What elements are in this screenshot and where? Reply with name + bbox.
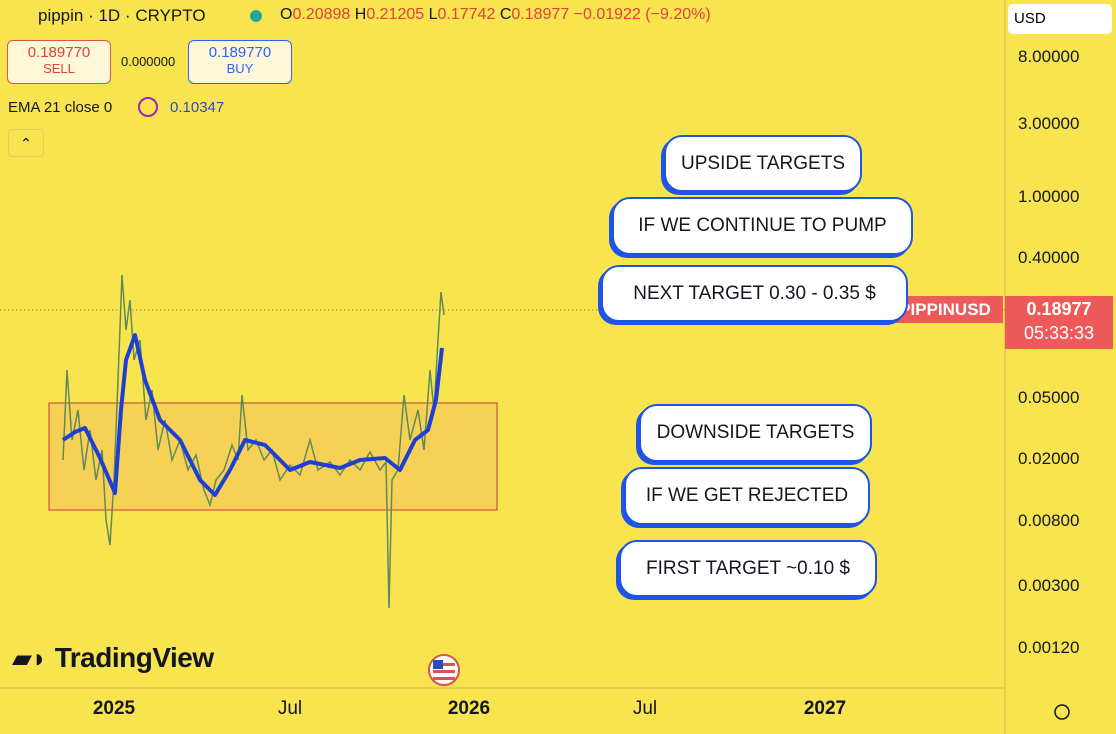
spread: 0.000000 xyxy=(121,54,176,69)
countdown: 05:33:33 xyxy=(1023,323,1095,343)
note: FIRST TARGET ~0.10 $ xyxy=(619,540,877,597)
label: H xyxy=(354,6,367,23)
sell-label: SELL xyxy=(43,61,75,76)
note: NEXT TARGET 0.30 - 0.35 $ xyxy=(601,265,908,322)
ohlc: O0.20898 H0.21205 L0.17742 C0.18977 −0.0… xyxy=(280,6,711,24)
time-axis-label: 2025 xyxy=(92,698,136,719)
close: 0.18977 xyxy=(511,6,570,23)
low: 0.17742 xyxy=(437,6,496,23)
note: IF WE GET REJECTED xyxy=(624,467,870,525)
price-axis-label: 0.00120 xyxy=(1018,638,1080,657)
buy-label: BUY xyxy=(226,61,254,76)
last-price: 0.18977 xyxy=(1026,299,1092,319)
label: O xyxy=(280,6,293,23)
indicator-name[interactable]: EMA 21 close 0 xyxy=(8,99,113,116)
label: L xyxy=(428,6,438,23)
time-axis-label: Jul xyxy=(277,698,303,719)
collapse-button[interactable]: ⌃ xyxy=(8,129,44,157)
currency-select[interactable]: USD xyxy=(1008,4,1112,34)
change: −0.01922 (−9.20%) xyxy=(573,6,711,23)
buy-price: 0.189770 xyxy=(208,44,272,61)
open: 0.20898 xyxy=(292,6,351,23)
price-tag: 0.18977 05:33:33 xyxy=(1005,296,1113,349)
price-axis-label: 1.00000 xyxy=(1018,187,1080,206)
buy-button[interactable]: 0.189770 BUY xyxy=(188,40,292,84)
note: IF WE CONTINUE TO PUMP xyxy=(612,197,913,255)
sell-price: 0.189770 xyxy=(27,44,91,61)
time-axis-label: 2027 xyxy=(803,698,847,719)
symbol[interactable]: pippin · 1D · CRYPTO xyxy=(38,6,206,25)
logo-text: TradingView xyxy=(54,642,214,673)
flag-icon xyxy=(428,654,460,686)
price-axis-label: 3.00000 xyxy=(1018,114,1080,133)
logo[interactable]: ▰◗ TradingView xyxy=(12,642,214,674)
note: UPSIDE TARGETS xyxy=(664,135,862,192)
price-axis-label: 0.00300 xyxy=(1018,576,1080,595)
indicator-icon[interactable] xyxy=(138,97,158,117)
sell-button[interactable]: 0.189770 SELL xyxy=(7,40,111,84)
price-axis-label: 0.05000 xyxy=(1018,388,1080,407)
indicator-value: 0.10347 xyxy=(170,99,225,116)
note: DOWNSIDE TARGETS xyxy=(639,404,872,462)
price-axis-label: 0.40000 xyxy=(1018,248,1080,267)
time-axis-label: Jul xyxy=(632,698,658,719)
time-axis-label: 2026 xyxy=(447,698,491,719)
settings-icon[interactable] xyxy=(1054,704,1070,720)
label: C xyxy=(499,6,512,23)
price-axis-label: 0.02000 xyxy=(1018,449,1080,468)
ema-line xyxy=(61,333,444,497)
high: 0.21205 xyxy=(366,6,425,23)
logo-mark: ▰◗ xyxy=(12,643,47,673)
status-dot xyxy=(250,10,262,22)
price-axis-label: 0.00800 xyxy=(1018,511,1080,530)
price-axis-label: 8.00000 xyxy=(1018,47,1080,66)
